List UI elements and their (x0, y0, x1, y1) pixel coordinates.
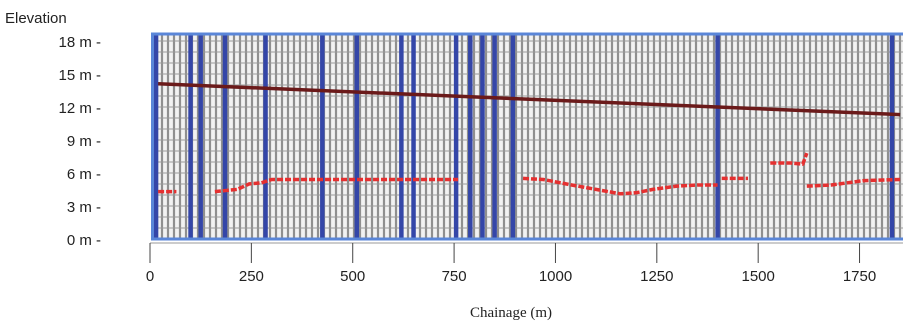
plot-border (151, 32, 903, 241)
elevation-line (158, 82, 901, 117)
ground-profile-segment (214, 177, 459, 194)
y-axis-title: Elevation (5, 10, 67, 27)
y-axis: 0 m - 3 m - 6 m - 9 m - 12 m - 15 m - 18 m - (58, 34, 101, 249)
ground-profile-segment (522, 176, 718, 196)
chart-series (158, 82, 901, 196)
x-axis-title: Chainage (m) (470, 305, 552, 321)
ground-profile-segment (806, 177, 901, 188)
y-tick-label: 18 m - (58, 34, 101, 51)
x-tick-label: 1250 (640, 268, 673, 285)
x-tick-label: 1000 (539, 268, 572, 285)
y-tick-label: 3 m - (67, 199, 101, 216)
x-tick-label: 1750 (843, 268, 876, 285)
x-tick-label: 500 (340, 268, 365, 285)
vertical-markers (153, 35, 895, 238)
x-tick-label: 250 (239, 268, 264, 285)
x-tick-label: 1500 (742, 268, 775, 285)
x-tick-label: 750 (442, 268, 467, 285)
x-tick-label: 0 (146, 268, 154, 285)
y-tick-label: 9 m - (67, 133, 101, 150)
y-tick-label: 6 m - (67, 166, 101, 183)
plot-grid (152, 35, 903, 238)
y-tick-label: 15 m - (58, 67, 101, 84)
x-axis: 0 250 500 750 1000 1250 1500 1750 (146, 242, 903, 285)
y-tick-label: 0 m - (67, 232, 101, 249)
ground-profile-segment (770, 152, 809, 166)
y-tick-label: 12 m - (58, 100, 101, 117)
